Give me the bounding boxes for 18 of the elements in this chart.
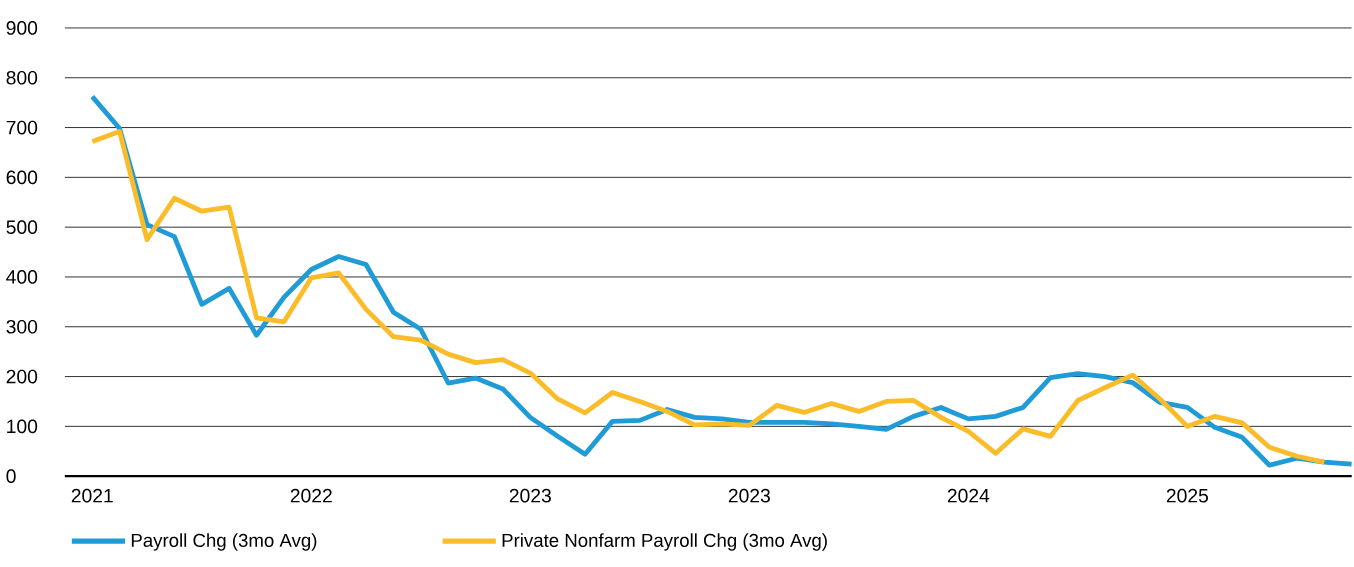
y-tick-label: 500	[6, 220, 38, 234]
x-tick-label: 2023	[509, 488, 551, 503]
y-tick-label: 400	[6, 270, 38, 284]
y-tick-label: 600	[6, 170, 38, 185]
x-tick-label: 2023	[728, 488, 770, 503]
y-tick-label: 100	[7, 419, 38, 434]
y-tick-label: 0	[6, 469, 16, 483]
y-tick-label: 800	[6, 70, 38, 85]
x-tick-label: 2022	[290, 488, 332, 503]
y-tick-label: 900	[6, 21, 38, 35]
x-tick-label: 2025	[1166, 488, 1209, 503]
y-tick-label: 200	[6, 369, 38, 384]
legend-label: Payroll Chg (3mo Avg)	[131, 533, 317, 551]
x-tick-label: 2024	[947, 488, 990, 503]
legend-label: Private Nonfarm Payroll Chg (3mo Avg)	[502, 533, 827, 551]
x-tick-label: 2021	[71, 488, 113, 503]
y-tick-label: 300	[6, 319, 38, 334]
y-tick-label: 700	[6, 120, 38, 135]
